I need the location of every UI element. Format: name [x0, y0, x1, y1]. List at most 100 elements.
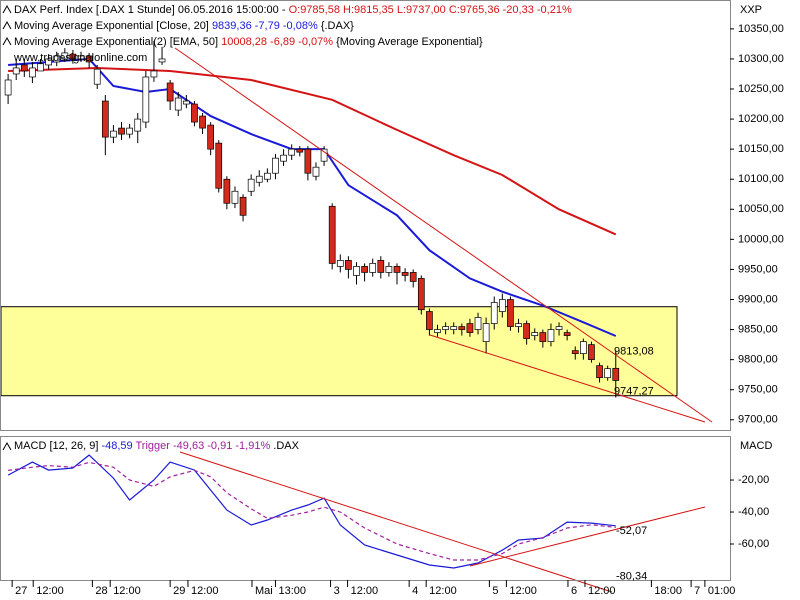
- candle-body: [296, 148, 304, 153]
- x-tick-label: Mai: [255, 585, 273, 597]
- candle-body: [239, 196, 247, 216]
- y-tick-label: 10250,00: [738, 83, 784, 95]
- y-tick-label: 10100,00: [738, 173, 784, 185]
- candle-body: [288, 148, 296, 156]
- candle-body: [336, 260, 344, 267]
- candle-body: [393, 266, 401, 273]
- candle-body: [37, 63, 44, 72]
- icon: [2, 20, 12, 30]
- y-axis-label: MACD: [740, 440, 772, 452]
- candle-body: [320, 148, 328, 162]
- candle-body: [264, 172, 271, 180]
- x-tick-label: 7: [694, 585, 700, 597]
- y-tick-label: 9850,00: [738, 323, 778, 335]
- watermark: www.tradesignalonline.com: [13, 52, 147, 64]
- highlight-band: [0, 306, 678, 397]
- x-tick-label: 13:00: [278, 585, 306, 597]
- x-tick-label: 12:00: [429, 585, 457, 597]
- candle-body: [166, 82, 174, 102]
- candle-body: [110, 130, 117, 138]
- candle-body: [377, 260, 385, 273]
- x-tick-label: 27: [15, 585, 27, 597]
- candle-body: [69, 53, 77, 60]
- candle-body: [247, 178, 255, 192]
- y-tick-label: 10150,00: [738, 143, 784, 155]
- candle-body: [409, 272, 417, 282]
- candle-body: [223, 178, 231, 204]
- x-tick-label: 3: [334, 585, 340, 597]
- x-tick-label: 12:00: [113, 585, 141, 597]
- legend-entry: Moving Average Exponential(2) [EMA, 50] …: [14, 36, 483, 48]
- legend-values: 10008,28 -6,89 -0,07%: [221, 36, 333, 48]
- y-tick-label: 9750,00: [738, 384, 778, 396]
- legend-source: {Moving Average Exponential}: [336, 36, 483, 48]
- candle-body: [401, 272, 409, 276]
- candle-body: [101, 100, 109, 138]
- series-line: [8, 461, 616, 561]
- candle-body: [466, 323, 474, 333]
- candle-body: [515, 323, 522, 327]
- x-tick-label: 29: [173, 585, 185, 597]
- candle-body: [231, 190, 239, 204]
- candle-body: [4, 79, 12, 96]
- candle-body: [134, 118, 142, 132]
- legend-name: MACD [12, 26, 9]: [14, 440, 98, 452]
- macd-pane-frame: [0, 436, 731, 581]
- price-annotation: 9813,08: [614, 346, 654, 358]
- candle-body: [174, 97, 182, 111]
- candle-body: [191, 103, 198, 123]
- y-tick-label: -60,00: [738, 538, 769, 550]
- candle-body: [12, 67, 20, 75]
- y-tick-label: 10050,00: [738, 203, 784, 215]
- candle-body: [588, 344, 595, 360]
- candle-body: [199, 115, 206, 129]
- candle-body: [555, 326, 563, 330]
- candle-body: [417, 278, 425, 311]
- icon: [2, 36, 12, 46]
- y-tick-label: 10000,00: [738, 233, 784, 245]
- x-tick-label: 01:00: [708, 585, 736, 597]
- candle-body: [353, 266, 360, 276]
- x-tick-label: 12:00: [36, 585, 64, 597]
- candle-body: [328, 205, 336, 264]
- candle-body: [450, 326, 458, 330]
- y-tick-label: 10300,00: [738, 53, 784, 65]
- candle-body: [490, 302, 498, 324]
- candle-body: [207, 124, 215, 150]
- candle-body: [385, 266, 393, 273]
- candle-body: [29, 67, 36, 78]
- price-pane-frame: [0, 0, 731, 431]
- x-tick-label: 12:00: [588, 585, 616, 597]
- x-tick-label: 12:00: [191, 585, 219, 597]
- y-tick-label: 9800,00: [738, 354, 778, 366]
- candle-body: [507, 299, 514, 327]
- trend-line: [179, 451, 613, 593]
- candle-body: [45, 58, 52, 66]
- icon: [2, 4, 12, 14]
- candle-body: [547, 329, 555, 342]
- candle-body: [85, 55, 93, 63]
- legend-source: .DAX: [273, 440, 299, 452]
- legend-source: {.DAX}: [321, 20, 354, 32]
- candle-body: [361, 266, 368, 273]
- candle-body: [458, 326, 466, 330]
- y-tick-label: -40,00: [738, 506, 769, 518]
- candle-body: [280, 154, 287, 162]
- macd-annotation: -52,07: [616, 525, 647, 537]
- candle-body: [53, 55, 61, 63]
- x-tick-label: 6: [571, 585, 577, 597]
- candle-body: [61, 52, 69, 60]
- candle-body: [182, 100, 190, 105]
- candle-body: [523, 323, 530, 339]
- legend-values: 9839,36 -7,79 -0,08%: [212, 20, 318, 32]
- candle-body: [426, 311, 433, 330]
- candle-body: [158, 58, 166, 63]
- candle-body: [563, 332, 571, 336]
- candle-body: [434, 329, 441, 333]
- candle-body: [345, 260, 352, 270]
- y-tick-label: 9700,00: [738, 414, 778, 426]
- icon: [2, 441, 12, 451]
- candle-body: [580, 341, 587, 354]
- candle-body: [604, 368, 612, 379]
- legend-name: Moving Average Exponential(2) [EMA, 50]: [14, 36, 218, 48]
